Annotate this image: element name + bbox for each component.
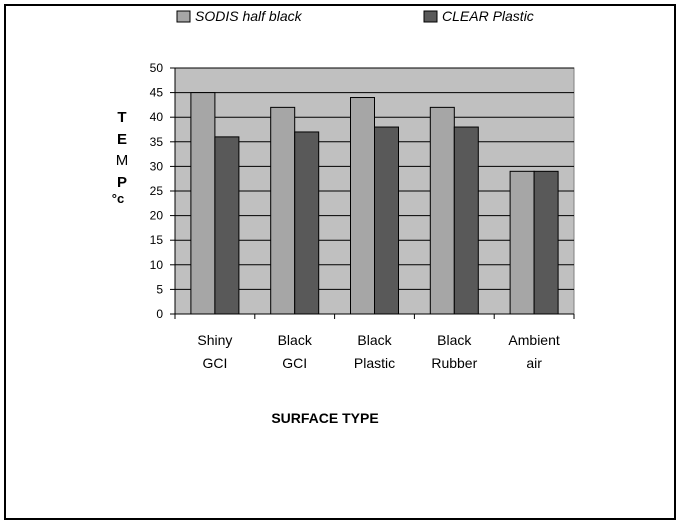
- y-tick-label: 50: [150, 61, 164, 75]
- y-tick-label: 30: [150, 159, 164, 173]
- y-tick-label: 35: [150, 135, 164, 149]
- bar-clear-plastic: [453, 126, 479, 315]
- x-tick-label: GCI: [202, 355, 227, 371]
- bar-sodis-half-black: [509, 170, 535, 315]
- x-tick-label: Ambient: [508, 332, 559, 348]
- bar-sodis-half-black: [429, 106, 455, 315]
- y-tick-label: 5: [156, 282, 163, 296]
- y-tick-label: 0: [156, 307, 163, 321]
- bar-sodis-half-black: [270, 106, 296, 315]
- y-axis-label-char: M: [116, 152, 129, 169]
- x-tick-label: Rubber: [431, 355, 477, 371]
- x-tick-label: Black: [357, 332, 392, 348]
- x-tick-label: Shiny: [197, 332, 232, 348]
- x-axis-label: SURFACE TYPE: [271, 410, 378, 426]
- legend-swatch-sodis-half-black: [176, 10, 191, 23]
- bar-clear-plastic: [214, 136, 240, 315]
- y-axis-label-char: P: [117, 174, 127, 191]
- bar-sodis-half-black: [350, 97, 375, 315]
- x-tick-label: Plastic: [354, 355, 395, 371]
- y-tick-label: 25: [150, 184, 164, 198]
- y-tick-label: 10: [150, 258, 164, 272]
- bar-sodis-half-black: [190, 92, 216, 315]
- x-tick-label: air: [526, 355, 542, 371]
- x-tick-label: GCI: [282, 355, 307, 371]
- y-tick-label: 45: [150, 86, 164, 100]
- x-tick-label: Black: [437, 332, 472, 348]
- bar-clear-plastic: [294, 131, 320, 315]
- bar-clear-plastic: [374, 126, 399, 315]
- y-axis-label-char: °c: [112, 191, 124, 206]
- x-tick-label: Black: [278, 332, 313, 348]
- legend-swatch-clear-plastic: [423, 10, 438, 23]
- y-axis-label-char: T: [117, 109, 126, 126]
- legend-label-sodis-half-black: SODIS half black: [195, 8, 303, 24]
- y-tick-label: 15: [150, 233, 164, 247]
- legend-label-clear-plastic: CLEAR Plastic: [442, 8, 534, 24]
- y-tick-label: 40: [150, 110, 164, 124]
- y-tick-label: 20: [150, 209, 164, 223]
- bar-clear-plastic: [533, 170, 559, 315]
- y-axis-label-char: E: [117, 131, 127, 148]
